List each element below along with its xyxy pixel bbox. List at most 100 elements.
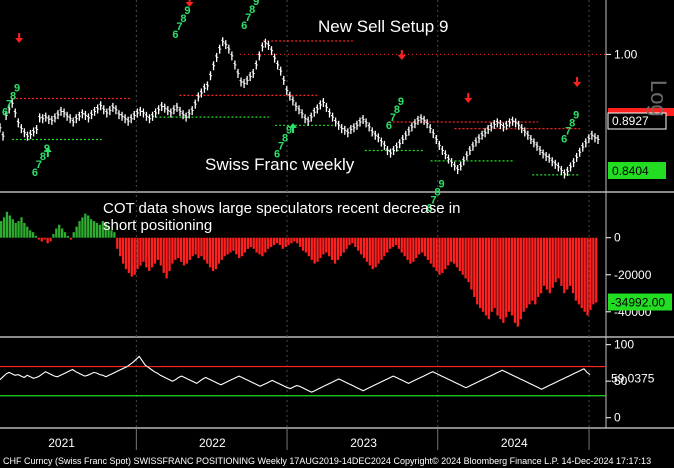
cot-bar <box>5 211 9 238</box>
support-price-box <box>608 162 666 179</box>
cot-bar <box>513 237 517 323</box>
cot-bar <box>29 230 32 238</box>
cot-bar <box>136 237 139 270</box>
cot-bar <box>133 237 136 275</box>
cot-bar <box>583 237 586 312</box>
setup-nine: 9 <box>439 178 445 190</box>
cot-bar <box>354 237 357 247</box>
cot-bar <box>458 237 461 272</box>
cot-bar <box>336 237 340 260</box>
cot-bar <box>415 237 418 259</box>
setup-count: 8 <box>10 90 16 102</box>
setup-count: 8 <box>435 186 441 198</box>
cot-bar <box>26 226 29 238</box>
cot-bar <box>148 237 151 272</box>
setup-count: 7 <box>390 112 396 124</box>
setup-count: 6 <box>274 149 280 161</box>
cot-title-line2: short positioning <box>103 217 212 234</box>
setup-nine: 9 <box>398 96 404 108</box>
cot-bar <box>55 228 58 238</box>
cot-bar <box>342 237 345 253</box>
setup-count: 8 <box>40 151 46 163</box>
setup-count: 6 <box>32 167 38 179</box>
grid-layer <box>0 0 674 429</box>
cot-bar <box>49 237 52 242</box>
cot-bar <box>95 222 99 238</box>
setup-count: 6 <box>241 20 247 32</box>
cot-bar <box>188 237 191 260</box>
cot-bar <box>252 237 255 249</box>
cot-bar <box>568 237 572 286</box>
cot-bar <box>447 237 450 266</box>
cot-bar <box>490 237 493 312</box>
cot-bar <box>426 237 430 260</box>
cot-bar <box>46 237 49 244</box>
cot-bar <box>98 224 102 238</box>
cot-bar <box>43 237 46 240</box>
cot-bar <box>595 237 598 303</box>
cot-bar <box>345 237 348 249</box>
year-label: 2021 <box>48 436 75 450</box>
cot-bar <box>243 237 247 253</box>
cot-bar <box>261 237 264 257</box>
cot-bar <box>357 237 360 251</box>
cot-bar <box>8 215 12 238</box>
cot-bar <box>551 237 554 288</box>
cot-bar <box>206 237 209 264</box>
cot-bar <box>592 237 595 305</box>
rsi-axis-label: 0 <box>614 411 621 425</box>
cot-bar <box>255 237 258 253</box>
cot-bar <box>0 221 3 238</box>
cot-bar <box>566 237 569 290</box>
cot-bar <box>177 237 180 259</box>
cot-bar <box>293 237 296 242</box>
cot-bar <box>409 237 412 264</box>
cot-bar <box>272 237 276 246</box>
cot-bar <box>60 228 64 238</box>
footer-text: CHF Curncy (Swiss Franc Spot) SWISSFRANC… <box>3 456 651 466</box>
cot-bar <box>72 232 75 238</box>
cot-bar <box>191 237 194 257</box>
cot-bar <box>104 222 107 238</box>
cot-bar <box>563 237 566 294</box>
cot-bar <box>165 237 168 279</box>
log-axis-label: Log <box>646 80 671 117</box>
last-price-marker <box>608 108 674 116</box>
time-axis: 2021 2022 2023 2024 <box>48 428 590 450</box>
cot-bar <box>258 237 261 255</box>
cot-bar <box>240 237 244 257</box>
cot-bar <box>322 237 325 255</box>
cot-bar <box>58 224 61 238</box>
setup-count: 7 <box>6 98 12 110</box>
cot-bar <box>20 217 23 238</box>
rsi-line <box>0 355 591 393</box>
cot-bar <box>150 237 154 268</box>
cot-bar <box>290 237 293 244</box>
sell-setup-annotation: New Sell Setup 9 <box>318 17 448 36</box>
setup-count: 8 <box>249 4 255 16</box>
buy-arrow-head <box>289 123 298 128</box>
cot-bar <box>130 237 133 277</box>
cot-bar <box>281 237 284 249</box>
rsi-last-value-label: 59.0375 <box>611 372 655 386</box>
cot-bar <box>539 237 543 294</box>
cot-bar <box>81 217 84 238</box>
cot-bar <box>508 237 511 312</box>
cot-bar <box>226 237 229 255</box>
cot-bar <box>365 237 369 262</box>
setup-count: 7 <box>565 126 571 138</box>
cot-bar <box>211 237 215 272</box>
cot-bar <box>580 237 583 309</box>
cot-bar <box>473 237 476 297</box>
cot-bar <box>113 232 116 238</box>
cot-bar <box>139 237 142 266</box>
cot-bar <box>34 235 38 238</box>
cot-bar <box>359 237 363 255</box>
setup-count: 6 <box>561 134 567 146</box>
setup-count: 7 <box>431 194 437 206</box>
cot-bar <box>89 219 93 238</box>
cot-bar <box>339 237 342 257</box>
cot-bar <box>66 235 70 238</box>
cot-bar <box>525 237 528 309</box>
cot-bar <box>577 237 580 305</box>
